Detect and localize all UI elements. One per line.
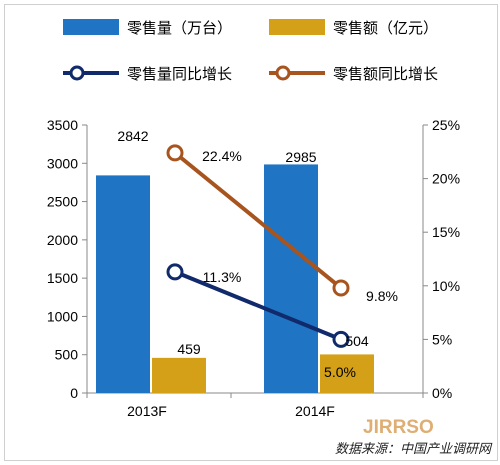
y-left-tick-label-2500: 2500 [47, 194, 78, 210]
y-left-tick-label-1000: 1000 [47, 308, 78, 324]
y-right-tick-label-4: 20% [432, 171, 460, 187]
legend-marker-3 [275, 65, 291, 81]
y-left-tick-label-3000: 3000 [47, 155, 78, 171]
bar-sales-value-2014F [320, 354, 374, 393]
combo-chart: 零售量（万台） 零售额（亿元） 零售量同比增长 零售额同比增长 0 500 1000 150… [47, 19, 493, 456]
line-marker-1-1 [332, 279, 350, 297]
data-labels: 2842 2985 459 504 11.3% 5.0% 22.4% 9.8% [117, 128, 398, 380]
watermark-logo: JIRRSO [363, 417, 434, 438]
x-category-label-2013F: 2013F [127, 403, 167, 419]
legend-label-3: 零售额同比增长 [333, 66, 438, 83]
line-value-label-0-0: 11.3% [203, 269, 242, 285]
legend: 零售量（万台） 零售额（亿元） 零售量同比增长 零售额同比增长 [63, 19, 438, 83]
bar-sales-volume-2013F [96, 175, 150, 393]
chart-frame: 零售量（万台） 零售额（亿元） 零售量同比增长 零售额同比增长 0 500 1000 150… [4, 4, 498, 461]
bar-value-label-0-0: 2842 [117, 128, 148, 144]
y-right-tick-label-0: 0% [432, 385, 452, 401]
bar-sales-value-2013F [152, 357, 206, 393]
y-left-tick-label-2000: 2000 [47, 232, 78, 248]
line-volume-growth [174, 270, 342, 342]
y-left-tick-label-500: 500 [55, 347, 79, 363]
line-marker-1-0 [166, 144, 184, 162]
bar-value-label-0-1: 2985 [285, 149, 316, 165]
line-value-growth [173, 151, 343, 290]
line-value-label-1-0: 22.4% [202, 148, 242, 164]
line-marker-0-1 [332, 330, 350, 348]
line-value-label-1-1: 9.8% [366, 288, 398, 304]
y-right-tick-label-3: 15% [432, 224, 460, 240]
bar-value-label-1-1: 504 [345, 333, 369, 349]
bar-value-label-1-0: 459 [177, 341, 201, 357]
x-category-label-2014F: 2014F [295, 403, 335, 419]
bar-sales-volume-2014F [264, 164, 318, 393]
legend-marker-2 [69, 65, 85, 81]
y-left-tick-label-1500: 1500 [47, 270, 78, 286]
y-right-tick-label-1: 5% [432, 331, 452, 347]
legend-label-2: 零售量同比增长 [127, 66, 232, 83]
lines [166, 144, 350, 348]
y-left-tick-label-3500: 3500 [47, 117, 78, 133]
line-value-label-0-1: 5.0% [324, 364, 356, 380]
legend-swatch-0 [63, 19, 119, 35]
axes: 0 500 1000 1500 2000 2500 3000 3500 0% 5% 10% 15% 20… [47, 117, 460, 419]
y-left-tick-label-0: 0 [70, 385, 78, 401]
legend-swatch-1 [269, 19, 325, 35]
source-note: 数据来源：中国产业调研网 [335, 441, 493, 456]
legend-label-0: 零售量（万台） [127, 20, 232, 37]
bars [96, 164, 374, 393]
y-right-tick-label-2: 10% [432, 278, 460, 294]
y-right-tick-label-5: 25% [432, 117, 460, 133]
legend-label-1: 零售额（亿元） [333, 20, 438, 37]
line-marker-0-0 [166, 263, 184, 281]
